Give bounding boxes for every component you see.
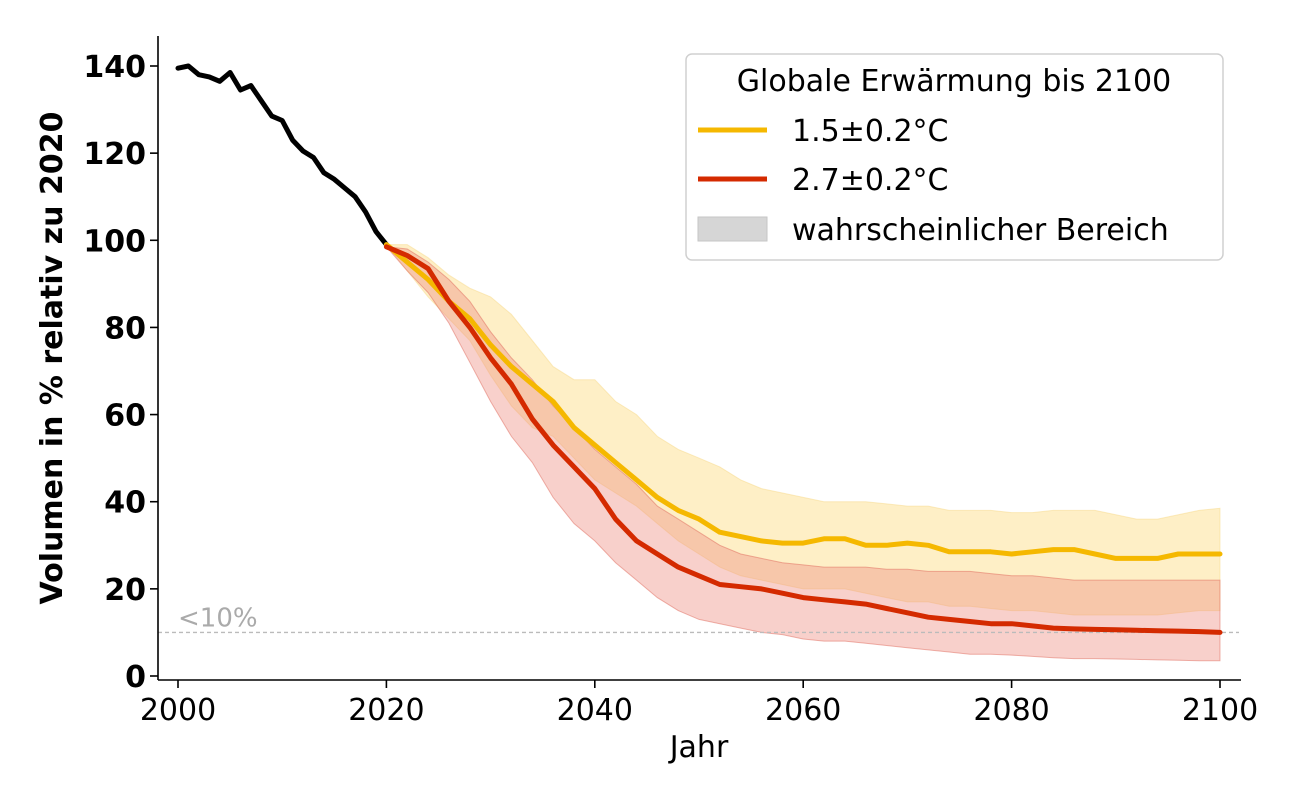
y-tick-label: 60 <box>104 399 146 434</box>
y-ticks: 0 20 40 60 80 100 120 140 <box>83 50 158 695</box>
reference-line-label: <10% <box>178 603 258 633</box>
uncertainty-bands <box>385 244 1221 662</box>
y-tick-label: 40 <box>104 486 146 521</box>
y-tick-label: 140 <box>83 50 146 85</box>
x-tick-label: 2080 <box>973 693 1049 728</box>
y-tick-label: 100 <box>83 224 146 259</box>
series-line-low <box>383 242 1223 561</box>
y-tick-label: 80 <box>104 311 146 346</box>
band-high <box>385 246 1221 662</box>
x-axis-label: Jahr <box>668 730 729 765</box>
series-line-historical <box>175 63 389 248</box>
series-lines <box>175 63 1223 635</box>
x-tick-label: 2060 <box>765 693 841 728</box>
x-ticks: 2000 2020 2040 2060 2080 2100 <box>140 680 1258 728</box>
legend-label-high: 2.7±0.2°C <box>792 163 949 198</box>
legend-frame <box>685 53 1224 261</box>
x-tick-label: 2040 <box>557 693 633 728</box>
legend: Globale Erwärmung bis 2100 1.5±0.2°C 2.7… <box>685 53 1224 261</box>
y-axis-label: Volumen in % relativ zu 2020 <box>35 112 70 605</box>
legend-label-low: 1.5±0.2°C <box>792 114 949 149</box>
axes <box>157 36 1241 681</box>
x-tick-label: 2100 <box>1182 693 1258 728</box>
x-tick-label: 2020 <box>348 693 424 728</box>
y-tick-label: 20 <box>104 573 146 608</box>
series-line-high <box>383 244 1223 635</box>
reference-line-group: <10% <box>158 603 1239 633</box>
x-tick-label: 2000 <box>140 693 216 728</box>
legend-swatch-range <box>697 216 768 242</box>
y-tick-label: 120 <box>83 137 146 172</box>
band-low <box>385 244 1221 616</box>
legend-title: Globale Erwärmung bis 2100 <box>737 64 1171 99</box>
y-tick-label: 0 <box>125 660 146 695</box>
legend-label-range: wahrscheinlicher Bereich <box>792 213 1169 248</box>
